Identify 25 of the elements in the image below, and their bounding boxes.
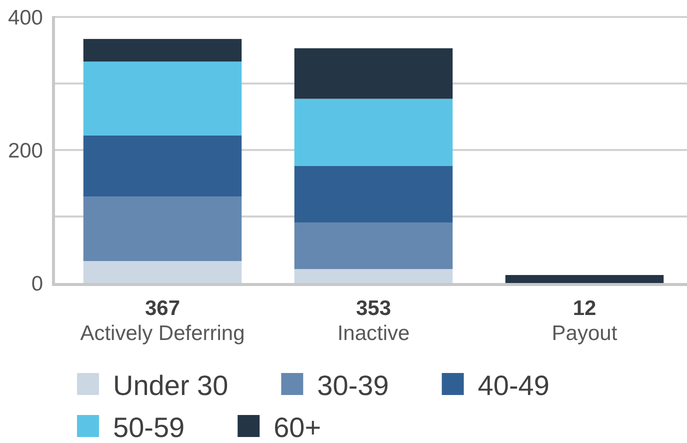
bar bbox=[294, 269, 453, 283]
y-tick-label: 400 bbox=[8, 6, 43, 30]
legend-label: Under 30 bbox=[113, 370, 228, 401]
total-label: 353 bbox=[356, 297, 392, 320]
bar bbox=[294, 166, 453, 222]
legend-label: 50-59 bbox=[113, 412, 185, 443]
bar bbox=[83, 38, 242, 62]
legend-label: 40-49 bbox=[478, 370, 550, 401]
y-tick-label: 200 bbox=[8, 139, 43, 162]
bar bbox=[83, 62, 242, 136]
x-tick-label: Payout bbox=[552, 322, 618, 345]
legend-label: 60+ bbox=[274, 412, 322, 443]
bar bbox=[83, 261, 242, 283]
bar bbox=[83, 196, 242, 262]
bar bbox=[505, 275, 664, 283]
total-label: 12 bbox=[572, 297, 596, 320]
x-tick-label: Actively Deferring bbox=[80, 322, 245, 345]
bar bbox=[83, 135, 242, 197]
y-tick-label: 0 bbox=[31, 272, 43, 296]
legend-label: 30-39 bbox=[317, 370, 389, 401]
bar bbox=[294, 48, 453, 99]
bar bbox=[294, 222, 453, 270]
bar bbox=[294, 98, 453, 166]
x-tick-label: Inactive bbox=[337, 322, 410, 345]
total-label: 367 bbox=[144, 297, 180, 320]
